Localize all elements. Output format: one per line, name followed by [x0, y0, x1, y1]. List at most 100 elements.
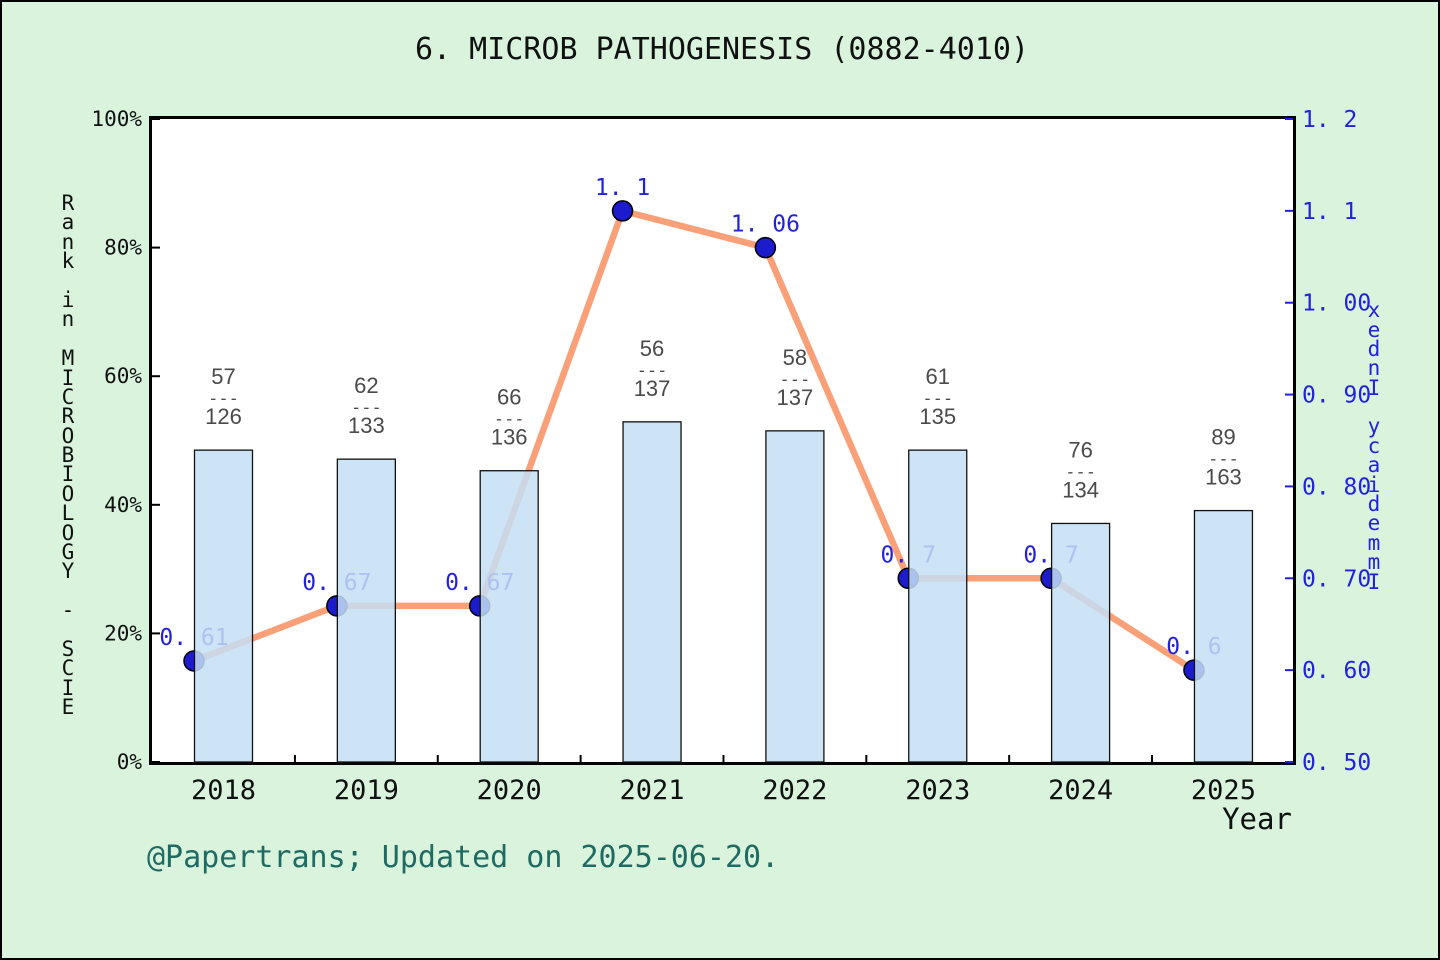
- axis-label-char: m: [1367, 550, 1381, 575]
- axis-label-char: d: [1367, 336, 1381, 361]
- immediacy-marker: [611, 200, 634, 222]
- x-tick-label: 2020: [477, 775, 542, 806]
- left-tick-label: 100%: [91, 107, 142, 131]
- rank-denominator: 137: [777, 385, 814, 410]
- left-tick-label: 80%: [104, 236, 142, 260]
- axis-label-char: i: [61, 287, 75, 312]
- axis-label-char: C: [61, 656, 75, 681]
- right-tick-label: 0. 90: [1302, 383, 1371, 409]
- immediacy-value-label: 1. 06: [731, 212, 800, 238]
- left-tick-label: 40%: [104, 493, 142, 517]
- rank-numerator: 57: [211, 364, 235, 389]
- rank-fraction-divider: ---: [922, 389, 953, 409]
- axis-label-char: B: [61, 443, 75, 468]
- axis-label-char: M: [61, 346, 75, 371]
- axis-label-char: n: [61, 307, 75, 332]
- axis-label-char: n: [61, 229, 75, 254]
- left-tick-label: 0%: [117, 750, 143, 774]
- footer-credit: @Papertrans; Updated on 2025-06-20.: [147, 840, 780, 875]
- right-tick-label: 1. 2: [1302, 107, 1357, 133]
- rank-denominator: 163: [1205, 465, 1242, 490]
- axis-label-char: a: [61, 210, 75, 235]
- rank-fraction-divider: ---: [1208, 450, 1239, 470]
- axis-label-char: a: [1367, 453, 1381, 478]
- rank-numerator: 56: [640, 336, 664, 361]
- x-tick-label: 2021: [620, 775, 685, 806]
- axis-label-char: i: [1367, 472, 1381, 497]
- axis-label-char: c: [1367, 433, 1381, 458]
- left-tick-label: 60%: [104, 364, 142, 388]
- rank-fraction-divider: ---: [494, 410, 525, 430]
- rank-numerator: 62: [354, 373, 378, 398]
- right-tick-label: 1. 00: [1302, 291, 1371, 317]
- rank-bar: [1050, 522, 1111, 763]
- x-tick-label: 2025: [1191, 775, 1256, 806]
- right-tick-label: 1. 1: [1302, 199, 1357, 225]
- axis-label-char: n: [1367, 356, 1381, 381]
- right-tick-label: 0. 60: [1302, 658, 1371, 684]
- axis-label-char: k: [61, 249, 75, 274]
- x-tick-label: 2023: [905, 775, 970, 806]
- axis-label-char: -: [61, 598, 75, 623]
- axis-label-char: I: [1367, 375, 1381, 400]
- axis-label-char: I: [1367, 569, 1381, 594]
- rank-denominator: 126: [205, 404, 242, 429]
- page-title: 6. MICROB PATHOGENESIS (0882-4010): [414, 32, 1030, 67]
- axis-label-char: L: [61, 501, 75, 526]
- rank-denominator: 137: [634, 376, 671, 401]
- rank-fraction-divider: ---: [1065, 462, 1096, 482]
- rank-fraction-divider: ---: [637, 361, 668, 381]
- rank-bar: [622, 421, 682, 763]
- axis-label-char: C: [61, 384, 75, 409]
- axis-label-char: O: [61, 481, 75, 506]
- axis-label-char: I: [61, 462, 75, 487]
- axis-label-char: O: [61, 520, 75, 545]
- x-tick-label: 2024: [1048, 775, 1113, 806]
- rank-bar: [479, 470, 539, 763]
- rank-bar: [193, 449, 254, 763]
- rank-fraction-divider: ---: [351, 398, 382, 418]
- rank-denominator: 134: [1062, 477, 1099, 502]
- immediacy-marker: [754, 236, 777, 259]
- axis-label-char: S: [61, 636, 75, 661]
- rank-bar: [908, 449, 968, 763]
- axis-label-char: x: [1367, 298, 1381, 323]
- axis-label-char: E: [61, 695, 75, 720]
- axis-label-char: G: [61, 540, 75, 565]
- rank-fraction-divider: ---: [208, 389, 239, 409]
- axis-label-char: I: [61, 365, 75, 390]
- axis-label-char: I: [61, 675, 75, 700]
- rank-denominator: 135: [919, 404, 956, 429]
- plot-area: [149, 116, 1296, 765]
- rank-denominator: 133: [348, 413, 385, 438]
- axis-label-char: y: [1367, 414, 1381, 439]
- axis-label-char: e: [1367, 511, 1381, 536]
- rank-numerator: 66: [497, 385, 521, 410]
- rank-numerator: 76: [1068, 437, 1092, 462]
- right-tick-label: 0. 50: [1302, 750, 1371, 776]
- axis-label-char: R: [61, 404, 75, 429]
- axis-label-char: Y: [61, 559, 75, 584]
- axis-label-char: m: [1367, 530, 1381, 555]
- x-axis-label: Year: [1222, 802, 1292, 836]
- x-tick-label: 2022: [762, 775, 827, 806]
- rank-fraction-divider: ---: [780, 370, 811, 390]
- rank-numerator: 89: [1211, 425, 1235, 450]
- axis-label-char: d: [1367, 492, 1381, 517]
- right-tick-label: 0. 80: [1302, 474, 1371, 500]
- rank-numerator: 61: [926, 364, 950, 389]
- right-tick-label: 0. 70: [1302, 566, 1371, 592]
- rank-bar: [765, 430, 825, 763]
- axis-label-char: O: [61, 423, 75, 448]
- x-tick-label: 2019: [334, 775, 399, 806]
- x-tick-label: 2018: [191, 775, 256, 806]
- rank-bar: [336, 458, 397, 763]
- left-tick-label: 20%: [104, 621, 142, 645]
- rank-denominator: 136: [491, 425, 528, 450]
- rank-bar: [1193, 509, 1254, 763]
- rank-numerator: 58: [783, 345, 807, 370]
